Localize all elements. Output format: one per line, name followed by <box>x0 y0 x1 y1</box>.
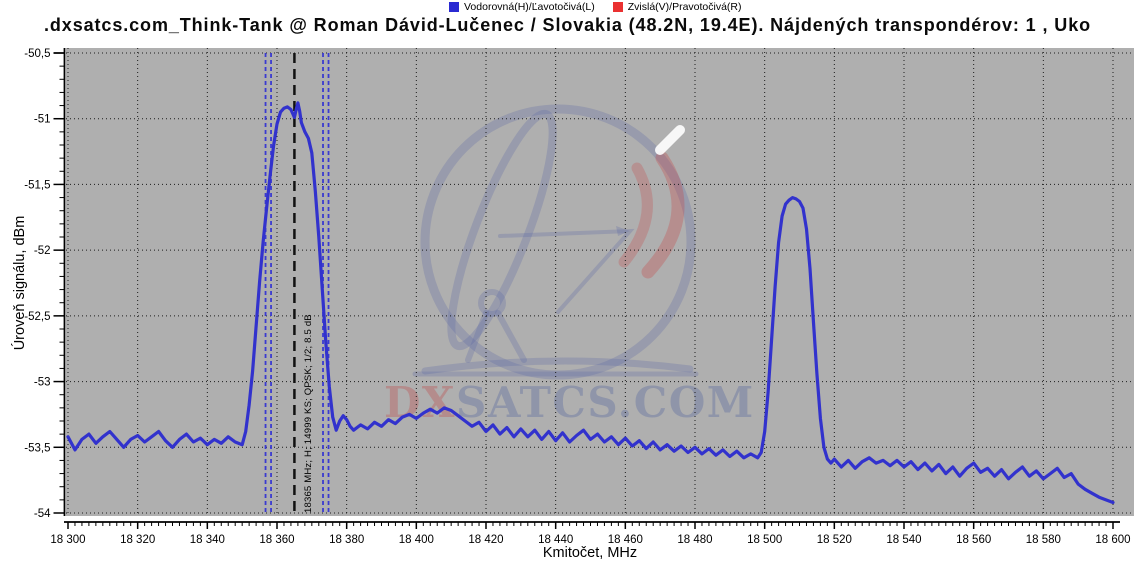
svg-text:18 420: 18 420 <box>468 534 503 546</box>
svg-text:-54: -54 <box>34 508 51 520</box>
svg-text:18 480: 18 480 <box>677 534 712 546</box>
svg-text:18 340: 18 340 <box>190 534 225 546</box>
svg-text:-53: -53 <box>34 377 51 389</box>
svg-text:18 520: 18 520 <box>817 534 852 546</box>
series-and-markers <box>66 53 1115 513</box>
grid-and-axes: 18 300 18 320 18 340 18 360 18 380 18 400 18 4… <box>24 48 1134 546</box>
svg-text:18 300: 18 300 <box>50 534 85 546</box>
svg-text:-51,5: -51,5 <box>24 179 50 191</box>
legend-swatch-blue-icon <box>449 2 459 12</box>
svg-text:-50,5: -50,5 <box>24 48 50 60</box>
svg-text:-52,5: -52,5 <box>24 311 50 323</box>
legend-swatch-red-icon <box>612 2 623 12</box>
svg-text:18 600: 18 600 <box>1095 534 1130 546</box>
legend-label-vertical: Zvislá(V)/Pravotočivá(R) <box>627 1 742 13</box>
svg-text:-52: -52 <box>34 245 51 257</box>
svg-text:18 380: 18 380 <box>329 534 364 546</box>
svg-text:18 580: 18 580 <box>1026 534 1061 546</box>
legend-item-vertical-polarity[interactable]: Zvislá(V)/Pravotočivá(R) <box>612 1 742 13</box>
svg-text:18 400: 18 400 <box>399 534 434 546</box>
svg-text:-53,5: -53,5 <box>24 442 50 454</box>
y-axis-title: Úroveň signálu, dBm <box>12 215 28 351</box>
x-axis-title: Kmitočet, MHz <box>542 545 638 561</box>
chart-title: .dxsatcs.com_Think-Tank @ Roman Dávid-Lu… <box>44 15 1092 35</box>
svg-text:DXSATCS.COM: DXSATCS.COM <box>384 378 755 427</box>
transponder-annotation: 18365 MHz; H; 14999 KS; QPSK; 1/2; 8.5 d… <box>303 314 314 513</box>
watermark-text: DXSATCS.COM <box>384 378 755 427</box>
legend-item-horizontal-polarity[interactable]: Vodorovná(H)/Ľavotočivá(L) <box>449 1 595 13</box>
svg-text:-51: -51 <box>34 114 51 126</box>
svg-text:18 460: 18 460 <box>608 534 643 546</box>
svg-text:18 440: 18 440 <box>538 534 573 546</box>
svg-text:18 320: 18 320 <box>120 534 155 546</box>
svg-text:18 500: 18 500 <box>747 534 782 546</box>
svg-text:18 360: 18 360 <box>259 534 294 546</box>
dxsatcs-watermark-logo-icon <box>412 104 699 380</box>
legend-label-horizontal: Vodorovná(H)/Ľavotočivá(L) <box>464 1 595 13</box>
svg-text:18 540: 18 540 <box>886 534 921 546</box>
svg-text:18 560: 18 560 <box>956 534 991 546</box>
chart-legend: Vodorovná(H)/Ľavotočivá(L) Zvislá(V)/Pra… <box>449 1 742 13</box>
